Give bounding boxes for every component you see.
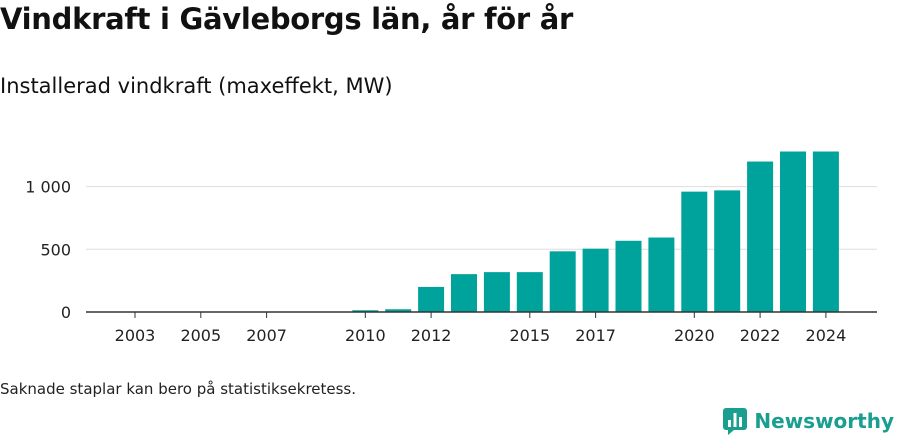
bar-2024[interactable] (812, 151, 839, 312)
bar-2023[interactable] (780, 151, 806, 312)
footnote: Saknade staplar kan bero på statistiksek… (0, 380, 357, 398)
axes: 0 500 1 000 2003 2005 2007 2010 2012 2015 2017 202… (25, 178, 877, 345)
bar-2016[interactable] (549, 251, 576, 312)
x-tick-label: 2003 (115, 326, 156, 345)
y-tick-label: 0 (61, 303, 71, 322)
bars (352, 151, 839, 312)
bar-2022[interactable] (747, 161, 774, 312)
bar-2012[interactable] (418, 286, 445, 312)
y-tick-label: 500 (40, 240, 71, 259)
newsworthy-logo-icon (723, 408, 748, 435)
chart-subtitle: Installerad vindkraft (maxeffekt, MW) (0, 74, 393, 98)
x-tick-label: 2007 (246, 326, 287, 345)
x-tick-label: 2022 (740, 326, 781, 345)
bar-2013[interactable] (451, 274, 477, 312)
bar-2014[interactable] (483, 272, 510, 312)
bar-2020[interactable] (681, 191, 708, 312)
x-tick-label: 2010 (345, 326, 386, 345)
y-tick-label: 1 000 (25, 178, 71, 197)
brand-name: Newsworthy (754, 409, 894, 433)
x-tick-label: 2015 (509, 326, 550, 345)
bar-2017[interactable] (582, 248, 609, 312)
bar-2015[interactable] (516, 272, 543, 312)
x-tick-label: 2005 (180, 326, 221, 345)
bar-2018[interactable] (615, 240, 642, 312)
chart-title: Vindkraft i Gävleborgs län, år för år (0, 2, 573, 36)
brand-logo[interactable]: Newsworthy (722, 407, 894, 435)
bar-2019[interactable] (648, 237, 675, 312)
x-tick-label: 2017 (575, 326, 616, 345)
bar-2021[interactable] (714, 190, 741, 312)
gridlines (86, 186, 877, 250)
x-tick-label: 2024 (806, 326, 847, 345)
x-tick-label: 2012 (411, 326, 452, 345)
bar-2011[interactable] (385, 309, 412, 312)
x-tick-label: 2020 (674, 326, 715, 345)
bar-2010[interactable] (352, 310, 379, 312)
